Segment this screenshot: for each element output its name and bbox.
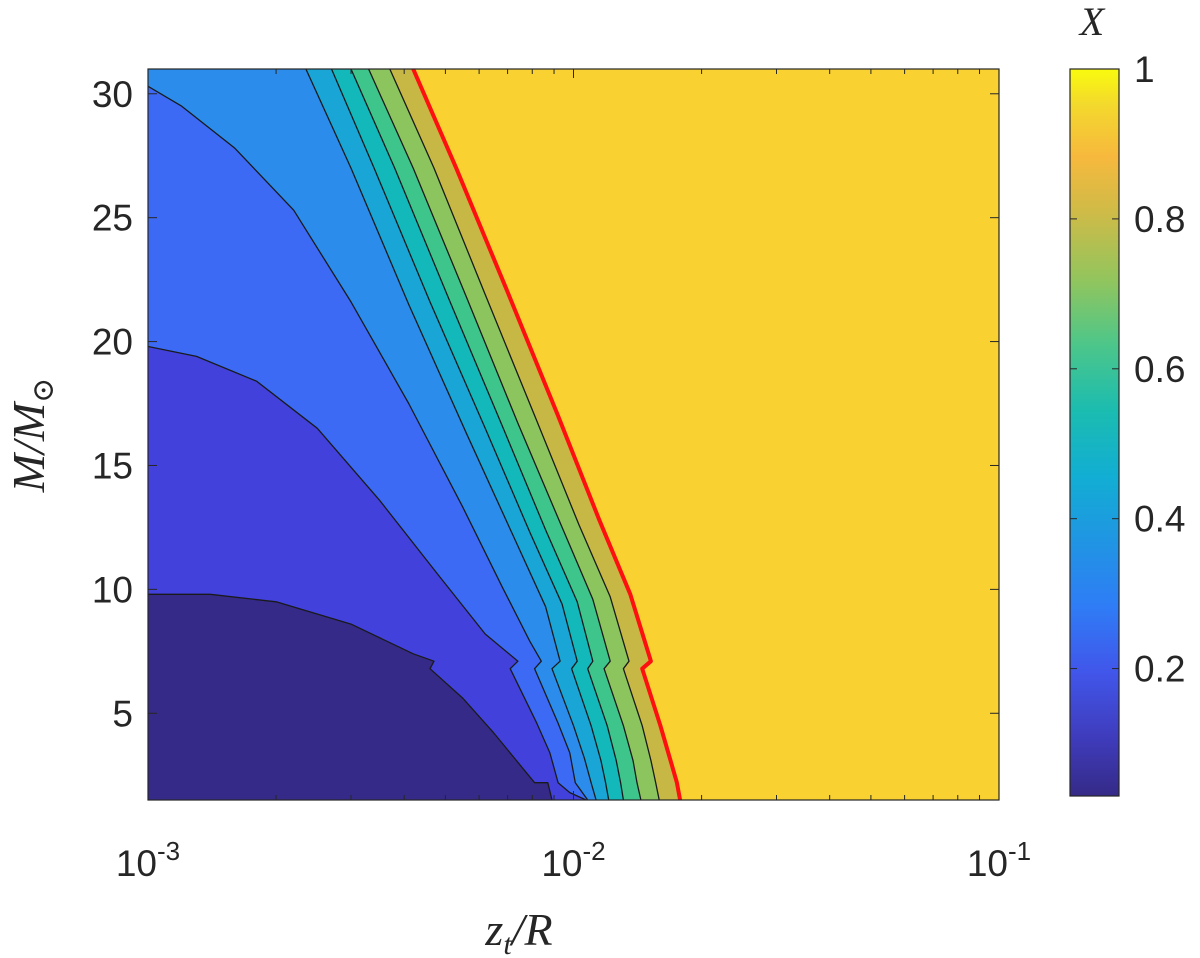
x-axis-label-rest: /R [509,904,553,955]
colorbar-tick-label: 0.4 [1134,499,1185,540]
colorbar-tick-label: 0.2 [1134,649,1185,690]
contour-line-1 [148,345,587,800]
y-axis-label-subscript: ⊙ [27,378,60,403]
y-tick-label: 20 [92,322,133,363]
contour-line-5 [350,69,625,800]
y-tick-label: 15 [92,445,133,486]
colorbar-tick-label: 0.6 [1134,349,1185,390]
colorbar-tick-label: 0.8 [1134,199,1185,240]
x-tick-label: 10-1 [967,836,1031,884]
y-axis-label: M/M⊙ [3,378,60,494]
x-axis: 10-3 10-2 10-1 [116,69,1031,884]
contour-line-7 [389,69,660,800]
contour-lines [148,69,683,800]
x-tick-label: 10-3 [116,836,180,884]
y-tick-label: 5 [112,693,133,734]
x-axis-label-main: z [484,904,503,955]
x-tick-label: 10-2 [541,836,605,884]
colorbar [1069,68,1120,797]
y-tick-label: 25 [92,198,133,239]
colorbar-tick-label: 1 [1134,49,1155,90]
y-tick-label: 10 [92,569,133,610]
contour-line-2 [148,85,589,800]
contour-line-3 [305,69,597,800]
colorbar-label: X [1078,0,1106,44]
contour-line-4 [330,69,610,800]
x-axis-label: zt/R [484,904,552,958]
x-axis-label-subscript: t [503,928,512,958]
y-tick-label: 30 [92,74,133,115]
colorbar-ticks: 0.2 0.4 0.6 0.8 1 [1070,49,1185,690]
contour-line-0 [148,593,553,800]
boundary-contour-line [411,69,683,800]
contour-fills [148,69,999,800]
y-axis: 5 10 15 20 25 30 [92,74,999,734]
contour-line-6 [368,69,642,800]
band-0 [148,594,552,800]
y-axis-label-main: M/M [3,400,54,493]
